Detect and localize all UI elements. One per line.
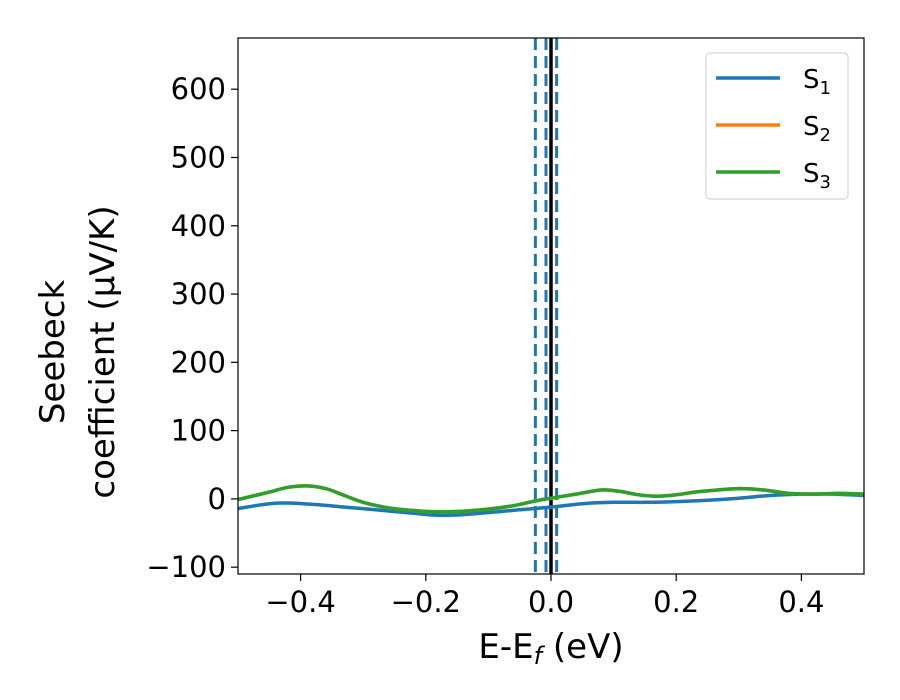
x-axis-title-unit: (eV): [542, 627, 624, 667]
legend-label-s2: S2: [803, 112, 831, 146]
y-tick-label: 600: [171, 72, 226, 106]
legend-label-subscript: 2: [820, 125, 831, 146]
reference-lines: [533, 38, 559, 574]
y-tick-label: 100: [171, 414, 226, 448]
x-tick-label: −0.2: [391, 585, 461, 619]
y-tick-label: 400: [171, 209, 226, 243]
legend-label-s3: S3: [803, 159, 831, 193]
x-axis: −0.4 −0.2 0.0 0.2 0.4: [265, 574, 824, 619]
x-tick-label: −0.4: [265, 585, 335, 619]
y-tick-label: 300: [171, 277, 226, 311]
y-tick-label: 0: [208, 482, 226, 516]
series-line-s1: [238, 492, 864, 518]
y-axis: −100 0 100 200 300 400 500 600: [146, 72, 238, 584]
x-axis-title-main: E-E: [478, 627, 533, 667]
legend-label-s1: S1: [803, 65, 831, 99]
y-tick-label: 500: [171, 140, 226, 174]
legend-label-subscript: 1: [820, 78, 831, 99]
x-tick-label: 0.2: [653, 585, 699, 619]
series-layer: [238, 484, 864, 518]
legend-label-main: S: [803, 112, 820, 142]
y-axis-title: Seebeck coefficient (μV/K): [33, 205, 123, 498]
legend-label-subscript: 3: [820, 172, 831, 193]
y-tick-label: −100: [146, 550, 226, 584]
x-tick-label: 0.0: [528, 585, 574, 619]
y-axis-title-line2: coefficient (μV/K): [83, 205, 123, 498]
x-tick-label: 0.4: [778, 585, 824, 619]
y-axis-title-line1: Seebeck: [33, 280, 73, 425]
series-line-s3: [238, 484, 864, 514]
x-axis-title: E-Ef (eV): [478, 627, 623, 670]
y-tick-label: 200: [171, 345, 226, 379]
legend-label-main: S: [803, 65, 820, 95]
legend-label-main: S: [803, 159, 820, 189]
